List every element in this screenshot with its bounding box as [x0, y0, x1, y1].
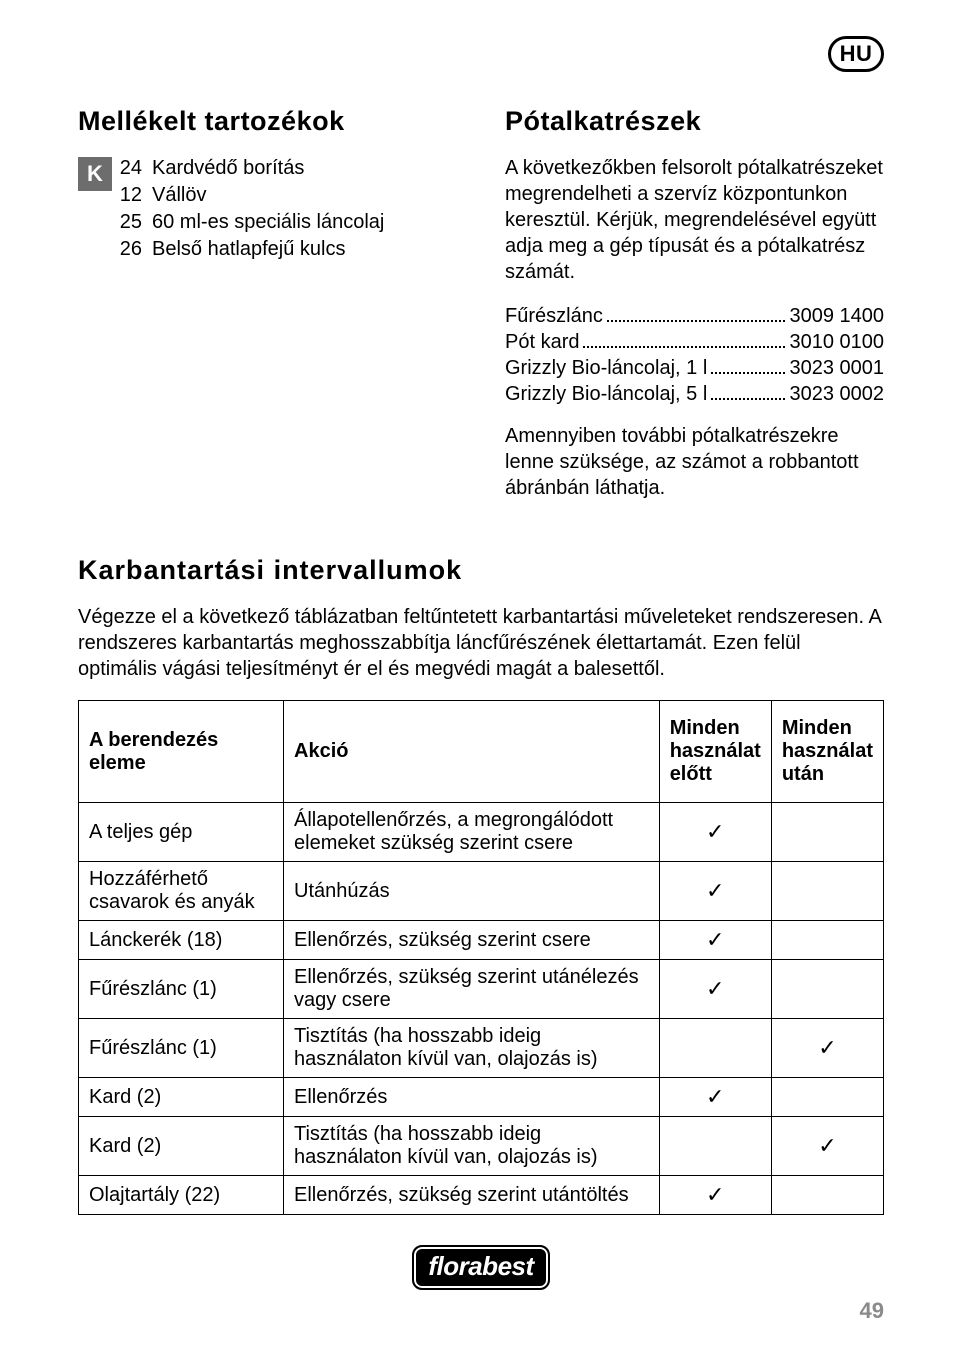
- part-row: Pót kard 3010 0100: [505, 329, 884, 355]
- part-label: Pót kard: [505, 329, 579, 355]
- cell-action: Ellenőrzés, szükség szerint utánélezés v…: [284, 960, 660, 1019]
- accessories-heading: Mellékelt tartozékok: [78, 106, 457, 137]
- dot-leader: [583, 346, 785, 348]
- item-text: Kardvédő borítás: [152, 155, 304, 182]
- table-row: Kard (2)Ellenőrzés✓: [79, 1078, 884, 1117]
- spares-outro: Amennyiben további pótalkatrészekre lenn…: [505, 423, 884, 501]
- parts-list: Fűrészlánc 3009 1400 Pót kard 3010 0100 …: [505, 303, 884, 407]
- brand-logo: florabest: [412, 1245, 549, 1290]
- part-label: Grizzly Bio-láncolaj, 1 l: [505, 355, 707, 381]
- col-before: Minden használat előtt: [659, 701, 771, 803]
- item-number: 25: [118, 209, 152, 236]
- list-item: 26 Belső hatlapfejű kulcs: [118, 236, 384, 263]
- list-item: 12 Vállöv: [118, 182, 384, 209]
- list-item: 25 60 ml-es speciális láncolaj: [118, 209, 384, 236]
- cell-action: Ellenőrzés, szükség szerint csere: [284, 921, 660, 960]
- cell-before: ✓: [659, 921, 771, 960]
- part-value: 3010 0100: [789, 329, 884, 355]
- page-number: 49: [860, 1298, 884, 1324]
- col-element: A berendezés eleme: [79, 701, 284, 803]
- two-column-section: Mellékelt tartozékok K 24 Kardvédő borít…: [78, 106, 884, 519]
- cell-action: Ellenőrzés, szükség szerint utántöltés: [284, 1176, 660, 1215]
- table-row: A teljes gépÁllapotellenőrzés, a megrong…: [79, 803, 884, 862]
- cell-before: ✓: [659, 803, 771, 862]
- col-after: Minden használat után: [771, 701, 883, 803]
- item-text: 60 ml-es speciális láncolaj: [152, 209, 384, 236]
- cell-before: ✓: [659, 960, 771, 1019]
- list-item: 24 Kardvédő borítás: [118, 155, 384, 182]
- item-number: 26: [118, 236, 152, 263]
- table-header-row: A berendezés eleme Akció Minden használa…: [79, 701, 884, 803]
- table-row: Hozzáférhető csavarok és anyákUtánhúzás✓: [79, 862, 884, 921]
- cell-element: Olajtartály (22): [79, 1176, 284, 1215]
- part-label: Grizzly Bio-láncolaj, 5 l: [505, 381, 707, 407]
- cell-after: ✓: [771, 1117, 883, 1176]
- cell-before: [659, 1117, 771, 1176]
- cell-after: [771, 1176, 883, 1215]
- dot-leader: [711, 398, 785, 400]
- accessories-list: 24 Kardvédő borítás 12 Vállöv 25 60 ml-e…: [118, 155, 384, 263]
- cell-action: Tisztítás (ha hosszabb ideig használaton…: [284, 1117, 660, 1176]
- item-number: 12: [118, 182, 152, 209]
- table-row: Kard (2)Tisztítás (ha hosszabb ideig has…: [79, 1117, 884, 1176]
- table-row: Fűrészlánc (1)Tisztítás (ha hosszabb ide…: [79, 1019, 884, 1078]
- cell-after: [771, 960, 883, 1019]
- item-number: 24: [118, 155, 152, 182]
- cell-after: [771, 921, 883, 960]
- cell-before: [659, 1019, 771, 1078]
- dot-leader: [711, 372, 785, 374]
- cell-element: A teljes gép: [79, 803, 284, 862]
- cell-before: ✓: [659, 1078, 771, 1117]
- part-value: 3009 1400: [789, 303, 884, 329]
- part-row: Grizzly Bio-láncolaj, 1 l 3023 0001: [505, 355, 884, 381]
- cell-after: ✓: [771, 1019, 883, 1078]
- part-value: 3023 0002: [789, 381, 884, 407]
- part-label: Fűrészlánc: [505, 303, 603, 329]
- cell-after: [771, 803, 883, 862]
- cell-before: ✓: [659, 1176, 771, 1215]
- logo-container: florabest: [78, 1245, 884, 1290]
- item-text: Belső hatlapfejű kulcs: [152, 236, 345, 263]
- accessories-block: K 24 Kardvédő borítás 12 Vállöv 25 60 ml…: [78, 155, 457, 263]
- cell-action: Tisztítás (ha hosszabb ideig használaton…: [284, 1019, 660, 1078]
- col-action: Akció: [284, 701, 660, 803]
- table-row: Lánckerék (18)Ellenőrzés, szükség szerin…: [79, 921, 884, 960]
- cell-after: [771, 1078, 883, 1117]
- item-text: Vállöv: [152, 182, 206, 209]
- left-column: Mellékelt tartozékok K 24 Kardvédő borít…: [78, 106, 457, 519]
- cell-action: Ellenőrzés: [284, 1078, 660, 1117]
- maintenance-intro: Végezze el a következő táblázatban feltű…: [78, 604, 884, 682]
- right-column: Pótalkatrészek A következőkben felsorolt…: [505, 106, 884, 519]
- spares-intro: A következőkben felsorolt pótalkatrészek…: [505, 155, 884, 285]
- spares-heading: Pótalkatrészek: [505, 106, 884, 137]
- cell-action: Állapotellenőrzés, a megrongálódott elem…: [284, 803, 660, 862]
- table-row: Fűrészlánc (1)Ellenőrzés, szükség szerin…: [79, 960, 884, 1019]
- maintenance-heading: Karbantartási intervallumok: [78, 555, 884, 586]
- cell-action: Utánhúzás: [284, 862, 660, 921]
- table-row: Olajtartály (22)Ellenőrzés, szükség szer…: [79, 1176, 884, 1215]
- cell-before: ✓: [659, 862, 771, 921]
- language-badge: HU: [828, 36, 884, 72]
- cell-element: Kard (2): [79, 1117, 284, 1176]
- part-value: 3023 0001: [789, 355, 884, 381]
- cell-element: Lánckerék (18): [79, 921, 284, 960]
- dot-leader: [607, 320, 786, 322]
- part-row: Fűrészlánc 3009 1400: [505, 303, 884, 329]
- part-row: Grizzly Bio-láncolaj, 5 l 3023 0002: [505, 381, 884, 407]
- cell-element: Kard (2): [79, 1078, 284, 1117]
- cell-element: Hozzáférhető csavarok és anyák: [79, 862, 284, 921]
- cell-element: Fűrészlánc (1): [79, 960, 284, 1019]
- maintenance-table: A berendezés eleme Akció Minden használa…: [78, 700, 884, 1215]
- cell-after: [771, 862, 883, 921]
- k-icon: K: [78, 157, 112, 191]
- cell-element: Fűrészlánc (1): [79, 1019, 284, 1078]
